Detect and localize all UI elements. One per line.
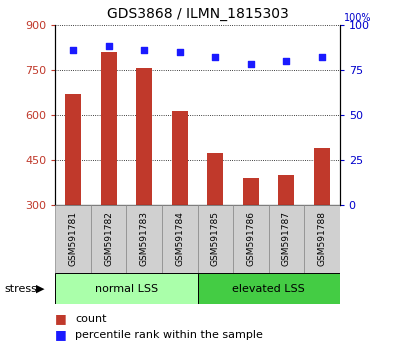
- Point: [105, 44, 112, 49]
- Bar: [207, 153, 223, 205]
- Text: GSM591788: GSM591788: [318, 211, 326, 266]
- Text: ▶: ▶: [36, 284, 44, 293]
- Text: GSM591787: GSM591787: [282, 211, 291, 266]
- Bar: [162, 205, 198, 273]
- Text: GSM591786: GSM591786: [246, 211, 255, 266]
- Text: stress: stress: [4, 284, 37, 293]
- Bar: [55, 273, 198, 304]
- Bar: [278, 175, 294, 205]
- Point: [319, 55, 325, 60]
- Bar: [126, 205, 162, 273]
- Bar: [198, 273, 340, 304]
- Bar: [136, 68, 152, 205]
- Text: elevated LSS: elevated LSS: [232, 284, 305, 293]
- Bar: [314, 148, 330, 205]
- Point: [283, 58, 290, 64]
- Bar: [172, 110, 188, 205]
- Point: [212, 55, 218, 60]
- Bar: [198, 205, 233, 273]
- Bar: [101, 52, 117, 205]
- Text: ■: ■: [55, 328, 67, 341]
- Point: [248, 62, 254, 67]
- Bar: [233, 205, 269, 273]
- Bar: [91, 205, 126, 273]
- Bar: [55, 205, 91, 273]
- Bar: [65, 94, 81, 205]
- Text: GSM591782: GSM591782: [104, 211, 113, 266]
- Text: GSM591783: GSM591783: [140, 211, 149, 266]
- Point: [141, 47, 147, 53]
- Text: GSM591781: GSM591781: [69, 211, 77, 266]
- Text: count: count: [75, 314, 107, 324]
- Text: ■: ■: [55, 312, 67, 325]
- Text: normal LSS: normal LSS: [95, 284, 158, 293]
- Bar: [243, 178, 259, 205]
- Text: GSM591785: GSM591785: [211, 211, 220, 266]
- Bar: [304, 205, 340, 273]
- Title: GDS3868 / ILMN_1815303: GDS3868 / ILMN_1815303: [107, 7, 288, 21]
- Bar: [269, 205, 304, 273]
- Text: GSM591784: GSM591784: [175, 211, 184, 266]
- Text: 100%: 100%: [344, 13, 371, 23]
- Point: [177, 49, 183, 55]
- Text: percentile rank within the sample: percentile rank within the sample: [75, 330, 263, 339]
- Point: [70, 47, 76, 53]
